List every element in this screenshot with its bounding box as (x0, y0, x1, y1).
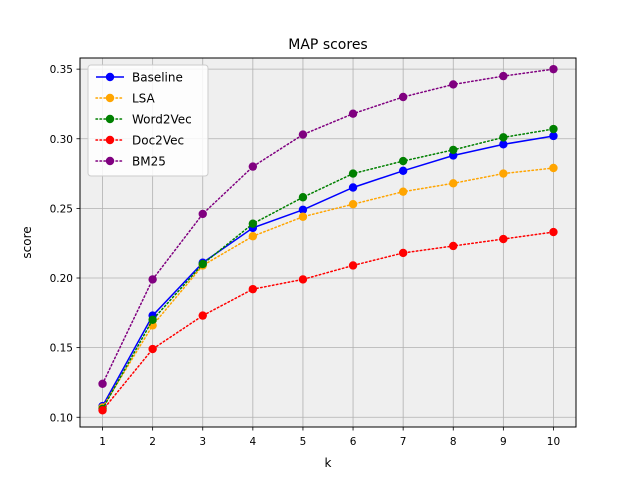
legend-label-lsa: LSA (132, 92, 156, 106)
data-point-word2vec (398, 156, 408, 166)
series-bm25 (98, 64, 558, 389)
series-line-doc2vec (101, 231, 555, 412)
x-tick-label: 5 (300, 436, 307, 448)
data-point-word2vec (499, 133, 508, 142)
x-axis-label: k (325, 456, 332, 470)
legend-label-word2vec: Word2Vec (132, 113, 192, 127)
series-group (98, 64, 558, 415)
data-point-word2vec (449, 145, 458, 155)
series-doc2vec (98, 227, 558, 415)
data-point-doc2vec (348, 261, 358, 270)
y-tick-label: 0.35 (50, 64, 73, 76)
legend-box (87, 64, 209, 177)
data-point-doc2vec (298, 275, 308, 284)
series-line-bm25 (101, 68, 555, 385)
legend-marker-lsa (105, 93, 115, 103)
data-point-doc2vec (198, 311, 207, 320)
data-point-word2vec (248, 219, 258, 228)
data-point-bm25 (499, 71, 508, 81)
y-tick-label: 0.30 (50, 134, 73, 146)
data-point-doc2vec (398, 248, 408, 258)
data-point-word2vec (549, 124, 558, 134)
data-point-baseline (398, 166, 408, 175)
x-tick-label: 6 (350, 436, 357, 448)
data-point-baseline (499, 140, 508, 149)
legend-marker-baseline (105, 72, 115, 82)
y-tick-label: 0.15 (50, 343, 73, 355)
y-tick-label: 0.20 (50, 273, 73, 285)
data-point-bm25 (298, 130, 308, 139)
data-point-word2vec (148, 315, 157, 324)
data-point-lsa (298, 212, 308, 221)
axis-ticks: 1 2 3 4 5 6 7 8 9 10 0.10 0.15 0.20 0.25 0.30 0.35 (50, 64, 561, 448)
data-point-doc2vec (98, 406, 107, 415)
data-point-lsa (348, 200, 358, 209)
x-tick-label: 1 (99, 436, 106, 448)
x-tick-label: 10 (547, 436, 560, 448)
data-point-bm25 (348, 109, 358, 118)
data-point-doc2vec (248, 284, 258, 294)
legend: Baseline LSA Word2Vec Doc2Vec BM25 (87, 64, 209, 177)
data-point-baseline (348, 183, 358, 192)
legend-marker-bm25 (105, 156, 115, 166)
legend-marker-doc2vec (105, 135, 115, 145)
data-point-bm25 (248, 162, 258, 171)
legend-label-doc2vec: Doc2Vec (132, 134, 184, 148)
series-line-lsa (101, 167, 555, 409)
y-axis-label: score (20, 226, 34, 258)
legend-label-baseline: Baseline (132, 71, 183, 85)
data-point-lsa (499, 169, 508, 178)
data-point-bm25 (148, 275, 157, 284)
legend-marker-word2vec (105, 114, 115, 124)
data-point-doc2vec (499, 234, 508, 244)
data-point-word2vec (348, 169, 358, 178)
legend-entry-baseline: Baseline (96, 71, 183, 85)
data-point-doc2vec (549, 227, 558, 237)
plot-frame (79, 57, 577, 428)
x-tick-label: 8 (450, 436, 457, 448)
x-tick-label: 7 (400, 436, 407, 448)
legend-entry-bm25: BM25 (95, 155, 166, 169)
data-point-doc2vec (148, 344, 157, 354)
data-point-lsa (398, 187, 408, 196)
legend-entry-word2vec: Word2Vec (95, 113, 192, 127)
data-point-bm25 (449, 80, 458, 89)
x-tick-label: 4 (250, 436, 257, 448)
data-point-bm25 (198, 209, 207, 219)
y-tick-label: 0.10 (50, 412, 73, 424)
data-point-bm25 (98, 379, 107, 389)
data-point-lsa (449, 179, 458, 188)
series-line-baseline (101, 135, 554, 407)
legend-label-bm25: BM25 (132, 155, 166, 169)
x-tick-label: 2 (149, 436, 156, 448)
legend-entry-doc2vec: Doc2Vec (95, 134, 184, 148)
data-point-lsa (549, 163, 558, 173)
x-tick-label: 9 (500, 436, 507, 448)
data-point-bm25 (549, 64, 558, 74)
data-point-baseline (549, 131, 558, 141)
data-point-word2vec (198, 259, 207, 269)
y-tick-label: 0.25 (50, 203, 73, 215)
x-tick-label: 3 (199, 436, 206, 448)
data-point-word2vec (298, 193, 308, 202)
series-line-word2vec (101, 128, 555, 410)
data-point-bm25 (398, 92, 408, 102)
data-point-lsa (248, 232, 258, 241)
data-point-doc2vec (449, 241, 458, 251)
data-point-baseline (298, 205, 308, 214)
chart-title: MAP scores (288, 37, 367, 53)
legend-entry-lsa: LSA (95, 92, 156, 106)
